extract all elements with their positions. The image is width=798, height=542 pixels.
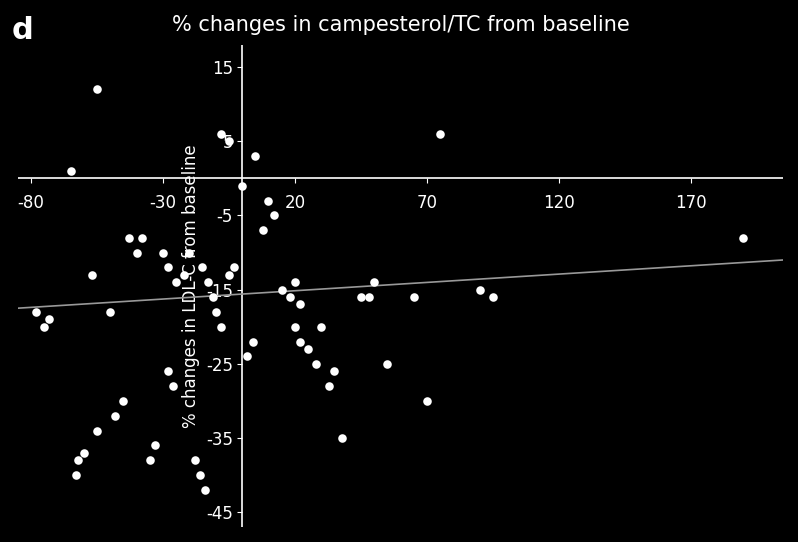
Point (223, 270, 235, 279)
Point (109, 411, 122, 420)
Point (30, 307, 42, 316)
Point (407, 293, 420, 301)
Point (183, 248, 196, 257)
Point (201, 278, 214, 287)
Point (283, 293, 296, 301)
Point (294, 337, 306, 346)
Point (368, 278, 381, 287)
Point (90, 426, 103, 435)
Point (215, 130, 227, 138)
Point (215, 322, 227, 331)
Point (178, 270, 191, 279)
Point (69, 471, 82, 480)
Point (227, 263, 240, 272)
Point (235, 182, 248, 190)
Point (294, 300, 306, 309)
Point (473, 285, 486, 294)
Text: d: d (12, 16, 34, 46)
Point (302, 345, 314, 353)
Point (275, 285, 288, 294)
Point (130, 248, 143, 257)
Point (288, 322, 301, 331)
Point (433, 130, 446, 138)
Point (315, 322, 328, 331)
Point (421, 397, 433, 405)
Point (328, 367, 341, 376)
Point (257, 226, 270, 235)
Point (486, 293, 499, 301)
Point (104, 307, 117, 316)
Point (193, 471, 206, 480)
Point (136, 234, 148, 242)
Point (381, 359, 393, 368)
Point (249, 152, 262, 160)
Point (322, 382, 335, 390)
Point (77, 448, 90, 457)
Point (267, 211, 280, 220)
Point (188, 456, 201, 464)
Point (170, 278, 183, 287)
Point (241, 352, 254, 361)
Point (144, 456, 156, 464)
Point (64, 166, 77, 175)
Point (196, 263, 209, 272)
Point (199, 486, 211, 494)
Point (38, 322, 50, 331)
Point (90, 85, 103, 94)
Point (43, 315, 56, 324)
Point (737, 234, 750, 242)
Point (72, 456, 85, 464)
Point (85, 270, 98, 279)
Point (167, 382, 180, 390)
Point (122, 234, 135, 242)
Title: % changes in campesterol/TC from baseline: % changes in campesterol/TC from baselin… (172, 15, 630, 35)
Point (209, 307, 222, 316)
Point (162, 263, 175, 272)
Point (148, 441, 161, 450)
Point (117, 397, 130, 405)
Y-axis label: % changes in LDL-C from baseline: % changes in LDL-C from baseline (183, 144, 200, 428)
Point (207, 293, 219, 301)
Point (362, 293, 375, 301)
Point (310, 359, 322, 368)
Point (247, 337, 259, 346)
Point (288, 278, 301, 287)
Point (336, 434, 349, 442)
Point (262, 196, 275, 205)
Point (223, 137, 235, 146)
Point (354, 293, 367, 301)
Point (162, 367, 175, 376)
Point (156, 248, 169, 257)
